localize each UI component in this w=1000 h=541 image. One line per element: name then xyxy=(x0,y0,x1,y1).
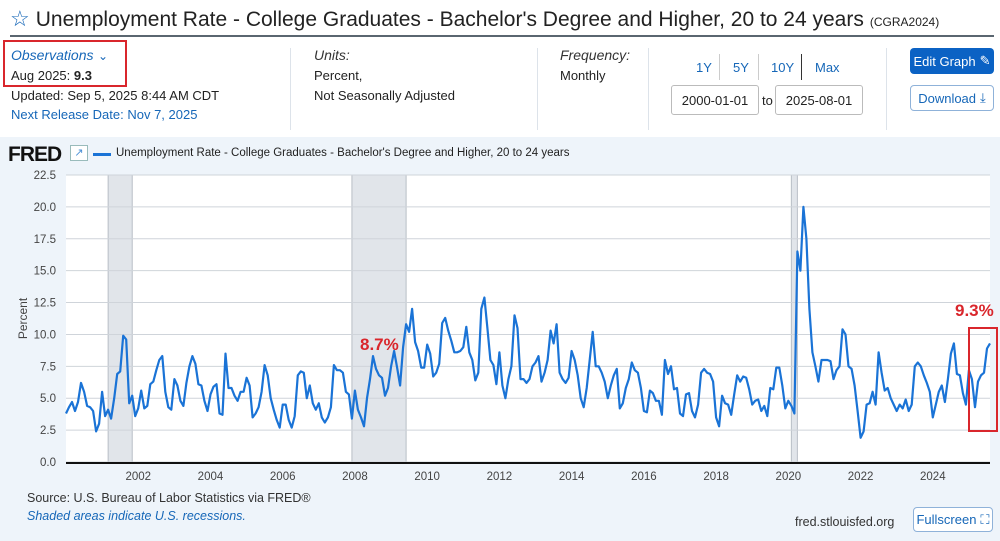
fullscreen-icon: ⛶ xyxy=(980,511,990,527)
edit-icon: ✎ xyxy=(979,53,991,68)
divider xyxy=(537,48,538,130)
range-max-button[interactable]: Max xyxy=(815,60,840,75)
highlight-box xyxy=(3,40,127,87)
x-tick-label: 2016 xyxy=(631,471,657,483)
x-tick-label: 2022 xyxy=(848,471,874,483)
end-date-input[interactable]: 2025-08-01 xyxy=(775,85,863,115)
x-tick-label: 2018 xyxy=(703,471,729,483)
chevron-down-icon: ⌄ xyxy=(97,49,108,63)
units-line2: Not Seasonally Adjusted xyxy=(314,88,455,103)
observations-dropdown[interactable]: Observations ⌄ xyxy=(11,47,108,65)
fullscreen-label: Fullscreen xyxy=(916,512,977,527)
y-tick-label: 22.5 xyxy=(34,170,56,182)
x-tick-label: 2012 xyxy=(487,471,513,483)
observation-value: 9.3 xyxy=(73,68,92,83)
edit-graph-button[interactable]: Edit Graph ✎ xyxy=(910,48,994,74)
updated-text: Updated: Sep 5, 2025 8:44 AM CDT xyxy=(11,88,220,103)
units-label: Units: xyxy=(314,47,350,63)
divider xyxy=(886,48,887,130)
y-tick-label: 2.5 xyxy=(40,425,56,437)
y-tick-label: 20.0 xyxy=(34,202,56,214)
x-tick-label: 2020 xyxy=(776,471,802,483)
divider xyxy=(648,48,649,130)
download-icon: ⤓ xyxy=(980,90,986,105)
y-tick-label: 7.5 xyxy=(40,361,56,373)
divider xyxy=(758,54,759,80)
x-tick-label: 2004 xyxy=(198,471,224,483)
download-label: Download xyxy=(918,90,977,106)
y-axis-label: Percent xyxy=(16,297,30,339)
legend-label: Unemployment Rate - College Graduates - … xyxy=(116,147,570,159)
divider xyxy=(801,54,802,80)
observations-label: Observations xyxy=(11,47,94,63)
x-tick-label: 2002 xyxy=(125,471,151,483)
x-tick-label: 2014 xyxy=(559,471,585,483)
chart-type-icon[interactable]: ↗ xyxy=(70,145,88,161)
download-button[interactable]: Download ⤓ xyxy=(910,85,994,111)
annotation-label: 8.7% xyxy=(360,335,399,354)
next-release-link[interactable]: Next Release Date: Nov 7, 2025 xyxy=(11,107,198,122)
x-tick-label: 2010 xyxy=(414,471,440,483)
highlight-box xyxy=(968,327,998,432)
range-5y-button[interactable]: 5Y xyxy=(733,60,749,75)
range-1y-button[interactable]: 1Y xyxy=(696,60,712,75)
legend-swatch xyxy=(93,153,111,156)
divider xyxy=(719,54,720,80)
x-tick-label: 2008 xyxy=(342,471,368,483)
units-line1: Percent, xyxy=(314,68,363,83)
latest-observation: Aug 2025: 9.3 xyxy=(11,68,92,83)
y-tick-label: 0.0 xyxy=(40,457,56,469)
start-date-input[interactable]: 2000-01-01 xyxy=(671,85,759,115)
frequency-label: Frequency: xyxy=(560,47,631,63)
range-10y-button[interactable]: 10Y xyxy=(771,60,795,75)
y-tick-label: 10.0 xyxy=(34,329,56,341)
series-line xyxy=(65,205,991,439)
source-text: Source: U.S. Bureau of Labor Statistics … xyxy=(27,491,311,505)
recession-band xyxy=(351,174,407,463)
x-tick-label: 2024 xyxy=(920,471,946,483)
y-tick-label: 5.0 xyxy=(40,393,56,405)
divider xyxy=(10,35,994,37)
site-url: fred.stlouisfed.org xyxy=(795,515,895,529)
annotation-label: 9.3% xyxy=(955,301,994,320)
to-label: to xyxy=(762,93,773,108)
divider xyxy=(290,48,291,130)
series-title: Unemployment Rate - College Graduates - … xyxy=(35,8,864,31)
x-tick-label: 2006 xyxy=(270,471,296,483)
page-title: ☆ Unemployment Rate - College Graduates … xyxy=(10,6,939,32)
fullscreen-button[interactable]: Fullscreen ⛶ xyxy=(913,507,993,532)
plot-area xyxy=(66,175,990,462)
series-id: (CGRA2024) xyxy=(869,15,940,29)
edit-graph-label: Edit Graph xyxy=(913,53,976,69)
recession-note: Shaded areas indicate U.S. recessions. xyxy=(27,509,246,523)
y-tick-label: 12.5 xyxy=(34,298,56,310)
observation-date: Aug 2025: xyxy=(11,68,71,83)
y-tick-label: 15.0 xyxy=(34,266,56,278)
frequency-value: Monthly xyxy=(560,68,606,83)
y-tick-label: 17.5 xyxy=(34,234,56,246)
fred-logo: FRED xyxy=(8,143,62,166)
star-icon[interactable]: ☆ xyxy=(10,6,30,31)
